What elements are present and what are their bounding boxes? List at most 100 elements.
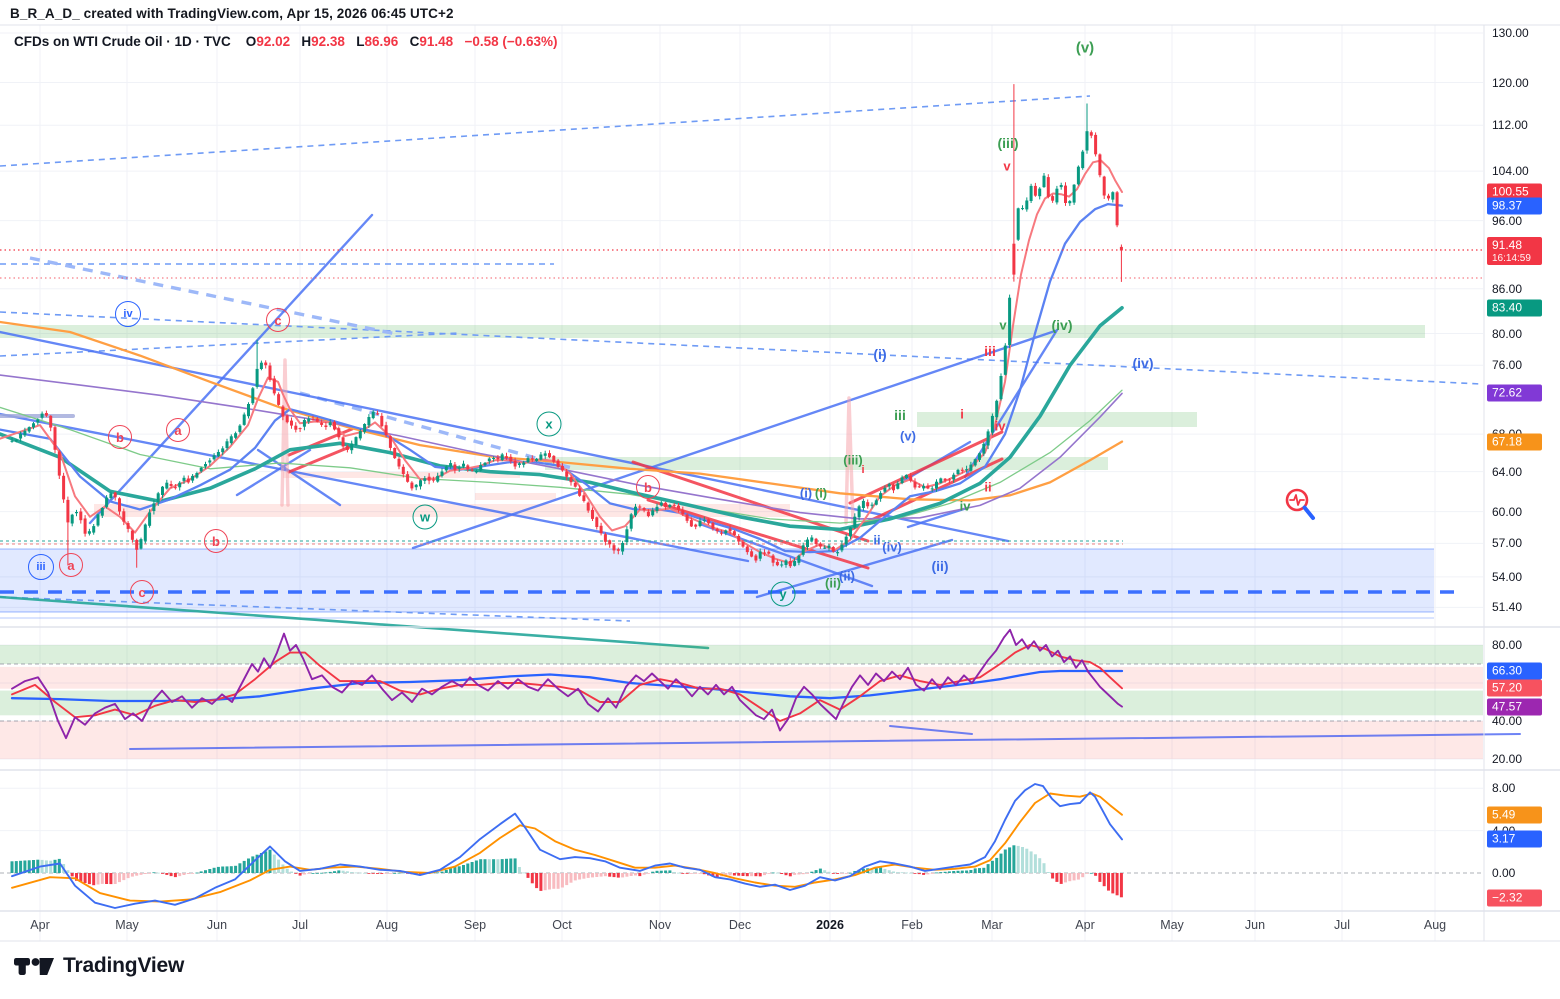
price-axis-label: 86.00 (1492, 281, 1523, 296)
elliott-wave-label: i (960, 406, 964, 422)
ohlc-low-label: L (356, 34, 365, 49)
circled-wave-label: y (770, 581, 796, 607)
macd-axis-label: 0.00 (1492, 866, 1516, 880)
time-axis-label: Aug (375, 918, 399, 932)
oscillator-zone (0, 721, 1483, 759)
ma-line-purple_thin (0, 374, 1123, 520)
ma-line-orange (0, 320, 1124, 502)
elliott-wave-label: i (861, 464, 865, 476)
time-axis-label: Feb (901, 918, 923, 932)
supply-demand-zone-green (917, 412, 1197, 427)
oscillator-trendline (129, 733, 1521, 750)
ohlc-close-label: C (409, 34, 420, 49)
supply-demand-zone-pink (475, 493, 556, 500)
time-axis-label: Aug (1423, 918, 1447, 932)
time-axis-label: Apr (30, 918, 50, 932)
circled-wave-label: iv (115, 301, 141, 327)
elliott-wave-label: v (1003, 158, 1011, 174)
ohlc-high-value: 92.38 (311, 34, 345, 49)
macd-badge: 3.17 (1487, 830, 1542, 848)
ma-line-teal_thick (0, 305, 1124, 532)
macd-histogram (10, 845, 1123, 898)
elliott-wave-label: iv (959, 498, 971, 514)
time-axis-label: Sep (463, 918, 487, 932)
price-badge: 98.37 (1487, 197, 1542, 215)
oscillator-purple-line (11, 628, 1123, 740)
change-value: −0.58 (−0.63%) (464, 34, 558, 49)
macd-axis-label: 8.00 (1492, 781, 1516, 796)
circled-wave-label: a (59, 553, 83, 577)
elliott-wave-label: iii (984, 343, 996, 359)
circled-wave-label: c (130, 580, 154, 604)
supply-demand-zone-green (545, 457, 1108, 470)
price-axis-label: 130.00 (1492, 26, 1529, 40)
price-axis-label: 80.00 (1492, 326, 1523, 341)
elliott-wave-label: iii (894, 407, 906, 423)
price-axis-label: 60.00 (1492, 504, 1523, 519)
elliott-wave-label: (v) (900, 428, 916, 444)
elliott-wave-label: (i) (873, 346, 887, 362)
time-axis-label: Jun (1244, 918, 1266, 932)
oscillator-axis-label: 40.00 (1492, 714, 1523, 728)
time-axis-label: Jul (1334, 918, 1350, 932)
time-axis-label: Mar (981, 918, 1003, 932)
oscillator-axis-label: 80.00 (1492, 638, 1523, 652)
price-axis-label: 51.40 (1492, 600, 1523, 615)
elliott-wave-label: (i) (799, 485, 813, 501)
price-axis-label: 64.00 (1492, 464, 1523, 479)
elliott-wave-label: (ii) (839, 568, 855, 584)
price-axis-label: 120.00 (1492, 75, 1529, 90)
symbol-legend[interactable]: CFDs on WTI Crude Oil · 1D · TVC O92.02 … (14, 34, 558, 49)
price-badge: 67.18 (1487, 433, 1542, 451)
elliott-wave-label: (v) (1075, 39, 1095, 57)
time-axis-label: Dec (728, 918, 752, 932)
oscillator-badge: 47.57 (1487, 698, 1542, 716)
tradingview-logo[interactable]: TradingView (14, 953, 184, 979)
elliott-wave-label: (i) (814, 485, 828, 501)
circled-wave-label: b (204, 529, 228, 553)
price-axis-label: 96.00 (1492, 213, 1523, 228)
price-badge: 72.62 (1487, 384, 1542, 402)
time-axis-label: May (1160, 918, 1184, 932)
macd-signal-line (11, 792, 1123, 903)
tradingview-logo-text: TradingView (63, 954, 185, 977)
supply-demand-zone-pink (283, 472, 520, 478)
price-axis-label: 112.00 (1492, 118, 1528, 133)
tradingview-logo-icon (14, 958, 54, 975)
elliott-wave-label: (iv) (1051, 317, 1073, 333)
circled-wave-label: b (636, 475, 660, 499)
ma-line-red_fast (0, 159, 1123, 565)
circled-wave-label: w (412, 504, 438, 530)
elliott-wave-label: ii (984, 479, 992, 495)
supply-demand-zone-pink (94, 504, 790, 517)
time-axis-label: Jul (292, 918, 308, 932)
ma-line-green_thin (0, 389, 1123, 524)
time-axis-label: Oct (552, 918, 572, 932)
oscillator-zone (0, 645, 1483, 664)
oscillator-red-line (11, 644, 1123, 722)
symbol-title[interactable]: CFDs on WTI Crude Oil · 1D · TVC (14, 34, 231, 49)
price-badge: 100.55 (1487, 183, 1542, 201)
time-axis-label: Apr (1075, 918, 1095, 932)
time-axis-label: Jun (206, 918, 228, 932)
price-axis-label: 104.00 (1492, 164, 1529, 179)
oscillator-axis-label: 20.00 (1492, 752, 1523, 766)
time-axis-label: Nov (648, 918, 672, 932)
price-badge: 83.40 (1487, 299, 1542, 317)
macd-badge: −2.32 (1487, 889, 1542, 907)
oscillator-zone (0, 666, 1483, 689)
circled-wave-label: x (536, 411, 562, 437)
oscillator-badge: 57.20 (1487, 679, 1542, 697)
ohlc-low-value: 86.96 (364, 34, 399, 49)
price-axis-label: 57.00 (1492, 536, 1523, 551)
price-axis-label: 76.00 (1492, 358, 1523, 373)
macd-line (11, 783, 1123, 909)
supply-demand-zone-green (0, 325, 1425, 338)
elliott-wave-label: v (999, 317, 1007, 333)
price-badge: 91.48 16:14:59 (1487, 236, 1542, 265)
magnifier-watermark-icon (1285, 488, 1315, 520)
circled-wave-label: iii (28, 554, 54, 580)
circled-wave-label: b (108, 425, 132, 449)
